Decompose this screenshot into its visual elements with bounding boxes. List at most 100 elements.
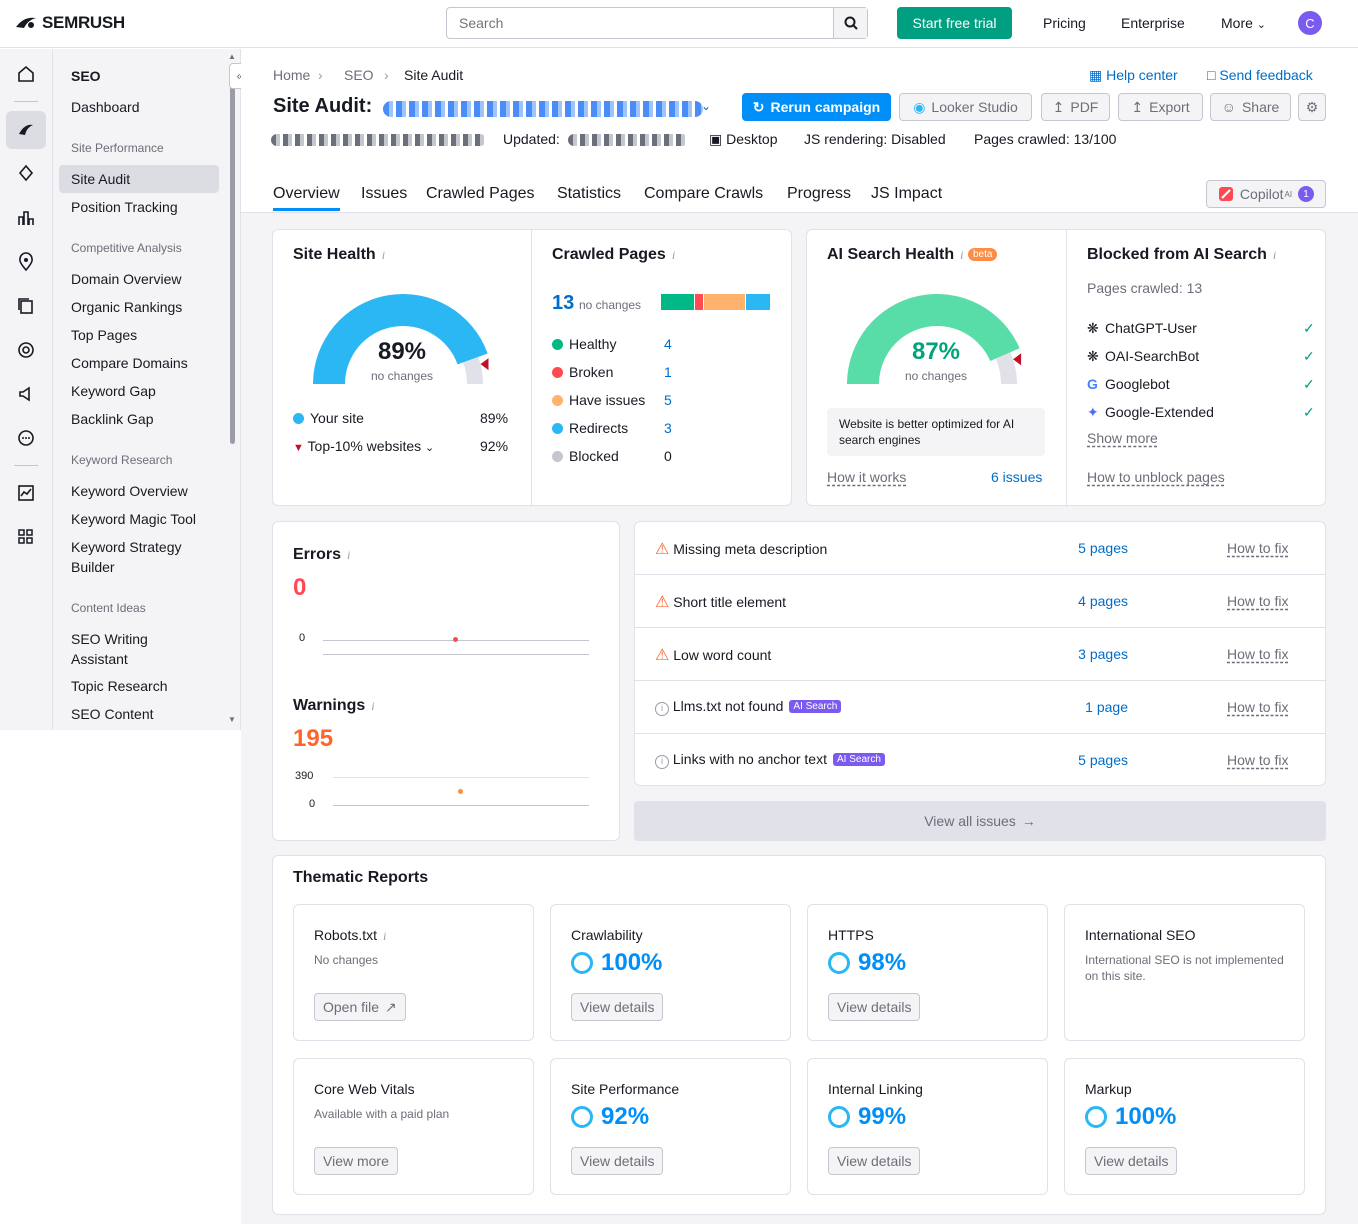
crawled-row-value[interactable]: 3 <box>664 420 672 436</box>
thematic-card-button[interactable]: View details <box>571 993 664 1021</box>
ai-issues-link[interactable]: 6 issues <box>991 469 1043 485</box>
sidebar-item-site-audit[interactable]: Site Audit <box>59 165 219 193</box>
nav-more[interactable]: More ⌄ <box>1221 15 1266 31</box>
home-icon[interactable] <box>6 55 46 93</box>
sidebar-item-seo-writing[interactable]: SEO Writing <box>71 631 148 647</box>
tab-progress[interactable]: Progress <box>787 185 852 202</box>
tab-compare-crawls[interactable]: Compare Crawls <box>644 185 764 202</box>
search-input[interactable] <box>447 8 833 38</box>
thematic-card-button[interactable]: Open file ↗ <box>314 993 406 1021</box>
issue-pages-link[interactable]: 4 pages <box>1078 593 1128 609</box>
issue-row[interactable]: i Links with no anchor text AI Search 5 p… <box>635 734 1325 785</box>
thematic-card-button[interactable]: View details <box>1085 1147 1178 1175</box>
issue-row[interactable]: ⚠ Short title element 4 pages How to fix <box>635 575 1325 628</box>
looker-studio-button[interactable]: ◉ Looker Studio <box>899 93 1032 121</box>
crawled-bar-segment[interactable] <box>661 294 694 310</box>
issue-pages-link[interactable]: 1 page <box>1085 699 1128 715</box>
how-it-works-link[interactable]: How it works <box>827 469 907 485</box>
issue-pages-link[interactable]: 5 pages <box>1078 540 1128 556</box>
top10-legend[interactable]: ▼ Top-10% websites ⌄ <box>293 438 434 454</box>
share-button[interactable]: ☺ Share <box>1210 93 1291 121</box>
sidebar-item-organic-rankings[interactable]: Organic Rankings <box>71 299 183 315</box>
sidebar-item-dashboard[interactable]: Dashboard <box>71 99 140 115</box>
rerun-campaign-button[interactable]: ↻ Rerun campaign <box>742 93 891 121</box>
thematic-card-pct[interactable]: 100% <box>1085 1103 1176 1131</box>
sidebar-item-backlink-gap[interactable]: Backlink Gap <box>71 411 154 427</box>
sidebar-item-position-tracking[interactable]: Position Tracking <box>71 199 178 215</box>
info-icon[interactable]: i <box>960 248 964 262</box>
help-center-link[interactable]: ▦ Help center <box>1089 67 1178 84</box>
send-feedback-link[interactable]: □ Send feedback <box>1207 67 1313 83</box>
breadcrumb-seo[interactable]: SEO <box>344 67 374 83</box>
chevron-down-icon[interactable]: ⌄ <box>701 99 712 113</box>
sidebar-item-keyword-strategy[interactable]: Keyword Strategy <box>71 539 182 555</box>
how-to-fix-link[interactable]: How to fix <box>1227 646 1289 662</box>
avatar[interactable]: C <box>1298 11 1322 35</box>
thematic-card-pct[interactable]: 92% <box>571 1103 649 1131</box>
nav-pricing[interactable]: Pricing <box>1043 15 1086 31</box>
crawled-bar-segment[interactable] <box>745 294 770 310</box>
sidebar-item-seo-content[interactable]: SEO Content <box>71 706 154 722</box>
info-icon[interactable]: i <box>381 248 386 262</box>
ads-icon[interactable] <box>6 155 46 193</box>
info-icon[interactable]: i <box>347 548 351 562</box>
export-button[interactable]: ↥ Export <box>1118 93 1203 121</box>
how-to-fix-link[interactable]: How to fix <box>1227 593 1289 609</box>
seo-icon[interactable] <box>6 111 46 149</box>
tab-statistics[interactable]: Statistics <box>557 185 622 202</box>
thematic-card-button[interactable]: View details <box>828 993 921 1021</box>
crawled-row-value[interactable]: 4 <box>664 336 672 352</box>
issue-text[interactable]: i Llms.txt not found AI Search <box>655 698 842 716</box>
semrush-logo[interactable]: SEMRUSH <box>14 13 125 33</box>
view-all-issues-button[interactable]: View all issues → <box>634 801 1326 841</box>
settings-button[interactable]: ⚙ <box>1298 93 1326 121</box>
crawled-row-value[interactable]: 1 <box>664 364 672 380</box>
thematic-card-pct[interactable]: 98% <box>828 949 906 977</box>
scroll-down-icon[interactable]: ▼ <box>228 715 236 724</box>
errors-value[interactable]: 0 <box>293 574 307 601</box>
thematic-card-pct[interactable]: 99% <box>828 1103 906 1131</box>
scroll-up-icon[interactable]: ▲ <box>228 52 236 61</box>
issue-text[interactable]: i Links with no anchor text AI Search <box>655 751 885 769</box>
sidebar-item-seo-writing-line2[interactable]: Assistant <box>71 651 128 667</box>
search-button[interactable] <box>833 8 867 38</box>
issue-text[interactable]: ⚠ Low word count <box>655 645 771 665</box>
show-more-link[interactable]: Show more <box>1087 430 1158 446</box>
how-to-fix-link[interactable]: How to fix <box>1227 699 1289 715</box>
thematic-card-button[interactable]: View details <box>571 1147 664 1175</box>
content-icon[interactable] <box>6 287 46 325</box>
thematic-card-pct[interactable]: 100% <box>571 949 662 977</box>
thematic-card-button[interactable]: View details <box>828 1147 921 1175</box>
issue-text[interactable]: ⚠ Missing meta description <box>655 539 827 559</box>
redacted-domain[interactable] <box>383 101 703 117</box>
trend-chart-icon[interactable] <box>6 474 46 512</box>
warnings-value[interactable]: 195 <box>293 725 334 752</box>
sidebar-item-compare-domains[interactable]: Compare Domains <box>71 355 188 371</box>
info-icon[interactable]: i <box>671 248 676 262</box>
ai-target-icon[interactable] <box>6 331 46 369</box>
breadcrumb-home[interactable]: Home <box>273 67 311 83</box>
megaphone-icon[interactable] <box>6 375 46 413</box>
tab-overview[interactable]: Overview <box>273 185 340 211</box>
tab-js-impact[interactable]: JS Impact <box>871 185 943 202</box>
sidebar-item-topic-research[interactable]: Topic Research <box>71 678 168 694</box>
issue-text[interactable]: ⚠ Short title element <box>655 592 786 612</box>
issue-row[interactable]: i Llms.txt not found AI Search 1 page How… <box>635 681 1325 734</box>
sidebar-item-keyword-gap[interactable]: Keyword Gap <box>71 383 156 399</box>
how-to-unblock-link[interactable]: How to unblock pages <box>1087 469 1225 485</box>
issue-row[interactable]: ⚠ Low word count 3 pages How to fix <box>635 628 1325 681</box>
issue-pages-link[interactable]: 5 pages <box>1078 752 1128 768</box>
sidebar-item-domain-overview[interactable]: Domain Overview <box>71 271 182 287</box>
info-icon[interactable]: i <box>371 699 375 713</box>
crawled-row-value[interactable]: 5 <box>664 392 672 408</box>
location-pin-icon[interactable] <box>6 243 46 281</box>
tab-crawled-pages[interactable]: Crawled Pages <box>426 185 535 202</box>
issue-pages-link[interactable]: 3 pages <box>1078 646 1128 662</box>
apps-grid-icon[interactable] <box>6 518 46 556</box>
how-to-fix-link[interactable]: How to fix <box>1227 540 1289 556</box>
sidebar-item-keyword-magic-tool[interactable]: Keyword Magic Tool <box>71 511 197 527</box>
sidebar-item-keyword-strategy-line2[interactable]: Builder <box>71 559 115 575</box>
chat-icon[interactable] <box>6 419 46 457</box>
copilot-button[interactable]: Copilot AI 1 <box>1206 180 1326 208</box>
start-free-trial-button[interactable]: Start free trial <box>897 7 1012 39</box>
